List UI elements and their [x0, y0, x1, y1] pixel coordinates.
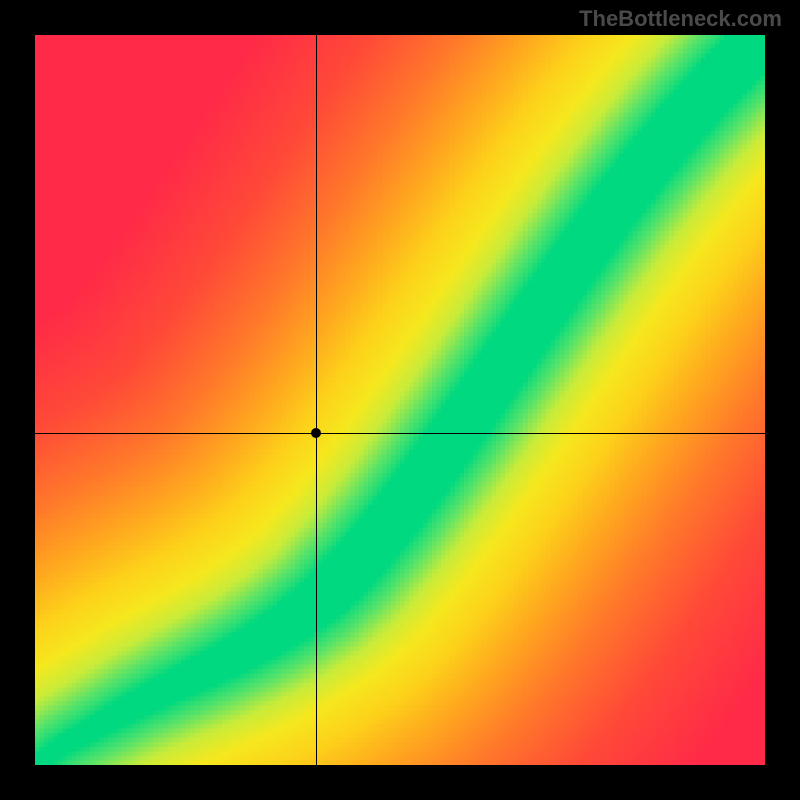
- crosshair-horizontal-line: [35, 433, 765, 434]
- crosshair-marker: [311, 428, 321, 438]
- watermark-text: TheBottleneck.com: [579, 6, 782, 32]
- crosshair-vertical-line: [316, 35, 317, 765]
- bottleneck-heatmap: [35, 35, 765, 765]
